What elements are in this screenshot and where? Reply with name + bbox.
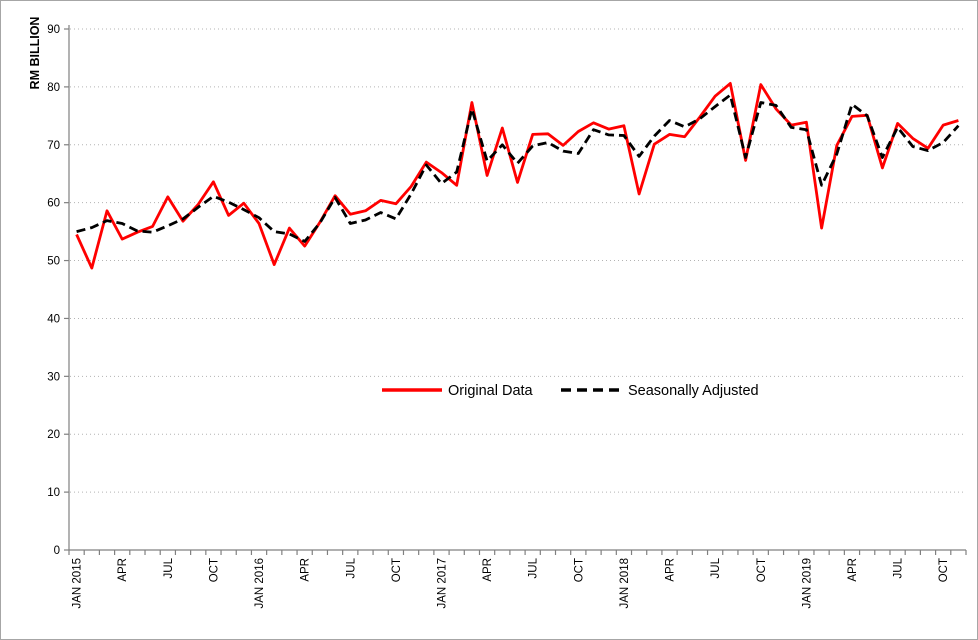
x-axis-ticks [68,550,967,555]
x-tick-label: JUL [528,557,540,578]
y-tick-label: 30 [47,371,60,383]
x-tick-label: JAN 2015 [72,558,84,609]
x-tick-label: JUL [893,557,905,578]
legend: Original Data Seasonally Adjusted [382,383,759,399]
series-line-original [75,82,959,270]
y-tick-label: 0 [54,545,60,557]
x-tick-label: OCT [391,558,403,582]
y-tick-label: 10 [47,487,60,499]
x-tick-label: APR [665,558,677,582]
x-tick-label: OCT [208,558,220,582]
series-lines [75,82,960,270]
x-tick-label: JUL [710,557,722,578]
x-tick-label: APR [482,558,494,582]
y-tick-label: 20 [47,429,60,441]
y-axis-ticks: 0 10 20 30 40 50 60 70 80 90 [47,24,69,557]
y-tick-label: 90 [47,24,60,36]
series-line-seasonally-adjusted [76,93,960,243]
x-tick-label: APR [847,558,859,582]
gridlines [70,28,966,493]
x-tick-label: JAN 2018 [619,558,631,609]
y-axis-title: RM BILLION [28,17,42,90]
y-tick-label: 70 [47,140,60,152]
x-tick-label: OCT [756,558,768,582]
legend-label-seasonally-adjusted: Seasonally Adjusted [628,383,759,399]
y-tick-label: 40 [47,313,60,325]
y-tick-label: 60 [47,198,60,210]
x-tick-label: JAN 2017 [436,558,448,609]
x-tick-label: OCT [573,558,585,582]
x-tick-label: JAN 2019 [801,558,813,609]
x-tick-label: APR [300,558,312,582]
y-tick-label: 80 [47,82,60,94]
x-tick-label: JAN 2016 [254,558,266,609]
legend-label-original: Original Data [448,383,534,399]
x-tick-label: APR [117,558,129,582]
x-tick-label: JUL [163,557,175,578]
x-axis-labels: JAN 2015 APR JUL OCT JAN 2016 APR JUL OCT JAN 20… [72,557,951,608]
y-tick-label: 50 [47,256,60,268]
axes [68,25,966,551]
x-tick-label: OCT [938,558,950,582]
x-tick-label: JUL [345,557,357,578]
